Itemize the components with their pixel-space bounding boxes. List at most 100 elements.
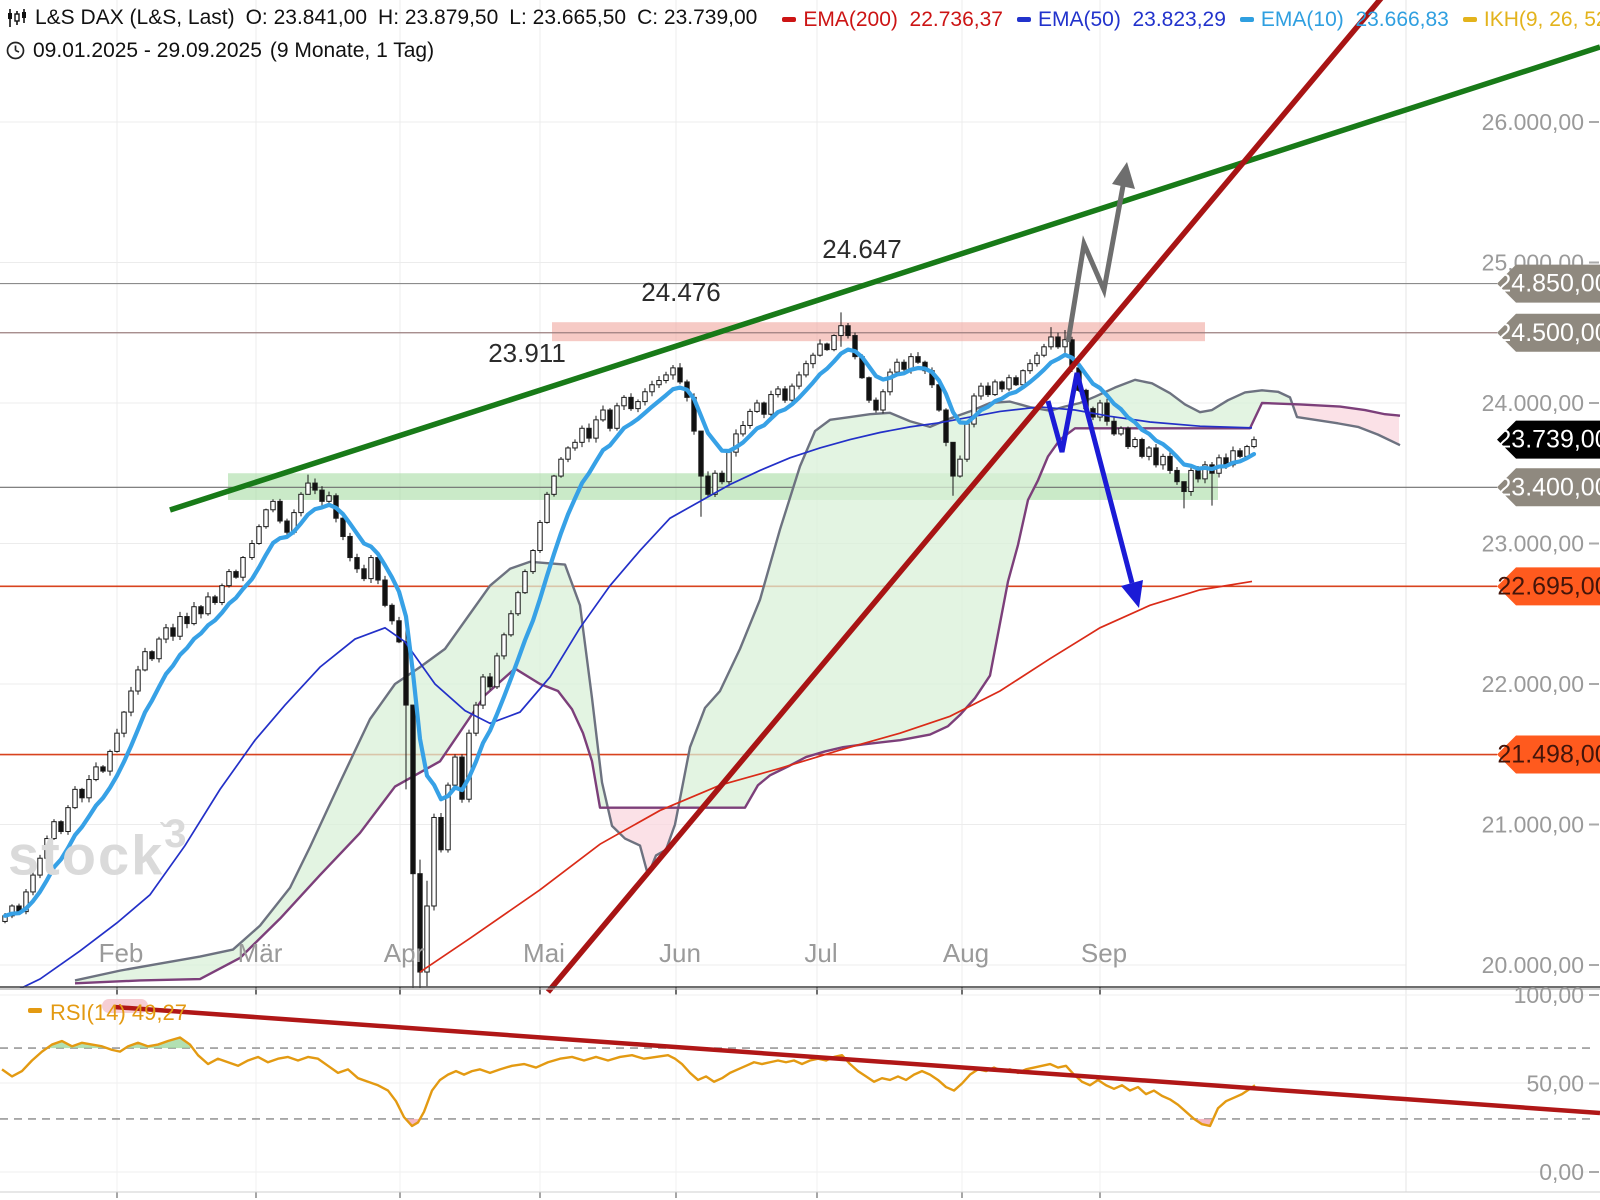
candle[interactable] <box>796 374 802 387</box>
candle[interactable] <box>586 427 592 439</box>
candle[interactable] <box>649 384 655 393</box>
candle[interactable] <box>501 634 507 657</box>
candle[interactable] <box>79 788 85 799</box>
candle[interactable] <box>579 427 585 443</box>
candle[interactable] <box>410 704 416 875</box>
price-badge[interactable]: 21.498,00 <box>1497 735 1600 774</box>
candle[interactable] <box>219 585 225 604</box>
candle[interactable] <box>845 325 851 337</box>
candle[interactable] <box>607 409 613 429</box>
last-price-badge[interactable]: 23.739,00 <box>1497 420 1600 459</box>
candle[interactable] <box>761 402 767 415</box>
candle[interactable] <box>614 405 620 429</box>
candle[interactable] <box>1055 336 1061 348</box>
candle[interactable] <box>226 571 232 587</box>
candle[interactable] <box>86 779 92 799</box>
candle[interactable] <box>852 335 858 358</box>
candle[interactable] <box>107 750 113 772</box>
candle[interactable] <box>1139 439 1145 457</box>
candle[interactable] <box>572 441 578 449</box>
candle[interactable] <box>205 596 211 615</box>
candle[interactable] <box>782 388 788 401</box>
candle[interactable] <box>880 391 886 411</box>
candle[interactable] <box>256 526 262 545</box>
candle[interactable] <box>971 395 977 425</box>
candle[interactable] <box>551 475 557 495</box>
price-badge[interactable]: 23.400,00 <box>1497 468 1600 507</box>
candle[interactable] <box>382 579 388 606</box>
candle[interactable] <box>170 627 176 637</box>
candle[interactable] <box>663 374 669 382</box>
candle[interactable] <box>177 616 183 637</box>
candle[interactable] <box>866 377 872 401</box>
candle[interactable] <box>901 361 907 370</box>
candle[interactable] <box>424 905 430 973</box>
candle[interactable] <box>964 423 970 460</box>
price-badge[interactable]: 24.500,00 <box>1497 313 1600 352</box>
candle[interactable] <box>985 385 991 396</box>
price-annotation[interactable]: 23.911 <box>488 338 566 368</box>
candle[interactable] <box>712 472 718 495</box>
candle[interactable] <box>957 458 963 477</box>
candle[interactable] <box>375 557 381 581</box>
candle[interactable] <box>670 367 676 376</box>
candle[interactable] <box>726 451 732 483</box>
candle[interactable] <box>30 874 36 893</box>
candle[interactable] <box>473 704 479 734</box>
candle[interactable] <box>508 613 514 636</box>
candle[interactable] <box>530 550 536 573</box>
candle[interactable] <box>198 606 204 615</box>
candle[interactable] <box>1237 450 1243 457</box>
candle[interactable] <box>277 500 283 522</box>
candle[interactable] <box>1174 469 1180 483</box>
candle[interactable] <box>305 482 311 495</box>
candle[interactable] <box>466 732 472 800</box>
candle[interactable] <box>1132 439 1138 448</box>
candle[interactable] <box>999 381 1005 390</box>
candle[interactable] <box>163 627 169 640</box>
candle[interactable] <box>93 766 99 781</box>
resistance-zone[interactable] <box>552 322 1205 342</box>
candle[interactable] <box>677 367 683 383</box>
candle[interactable] <box>831 335 837 351</box>
candle[interactable] <box>824 343 830 351</box>
bullish-scenario-arrow[interactable] <box>1065 162 1135 343</box>
candle[interactable] <box>184 616 190 625</box>
candle[interactable] <box>156 638 162 660</box>
candle[interactable] <box>1020 370 1026 386</box>
candle[interactable] <box>719 472 725 483</box>
candle[interactable] <box>44 838 50 859</box>
candle[interactable] <box>431 816 437 907</box>
candle[interactable] <box>135 669 141 692</box>
candle[interactable] <box>487 676 493 688</box>
legend-item-ema50[interactable]: EMA(50) 23.823,29 <box>1016 8 1226 32</box>
candle[interactable] <box>233 571 239 578</box>
candle[interactable] <box>887 371 893 393</box>
rsi-legend-label[interactable]: RSI(14) 49,27 <box>50 1000 187 1025</box>
support-trendline[interactable] <box>169 44 1600 513</box>
candle[interactable] <box>347 535 353 559</box>
candle[interactable] <box>459 756 465 800</box>
candle[interactable] <box>389 604 395 622</box>
candle[interactable] <box>494 655 500 688</box>
candle[interactable] <box>1111 420 1117 435</box>
price-annotation[interactable]: 24.647 <box>822 234 902 264</box>
candle[interactable] <box>149 651 155 660</box>
candle[interactable] <box>628 396 634 410</box>
legend-item-ema200[interactable]: EMA(200) 22.736,37 <box>782 8 1003 32</box>
candle[interactable] <box>740 424 746 435</box>
candle[interactable] <box>789 385 795 401</box>
candle[interactable] <box>593 419 599 439</box>
candle[interactable] <box>58 821 64 833</box>
candle[interactable] <box>121 711 127 734</box>
candle[interactable] <box>810 354 816 365</box>
candle[interactable] <box>978 385 984 397</box>
instrument-title[interactable]: L&S DAX (L&S, Last) <box>35 5 235 29</box>
candle[interactable] <box>733 433 739 453</box>
candle[interactable] <box>635 401 641 410</box>
candle[interactable] <box>1146 447 1152 457</box>
candle[interactable] <box>1202 464 1208 480</box>
candle[interactable] <box>1125 427 1131 448</box>
candle[interactable] <box>775 388 781 396</box>
